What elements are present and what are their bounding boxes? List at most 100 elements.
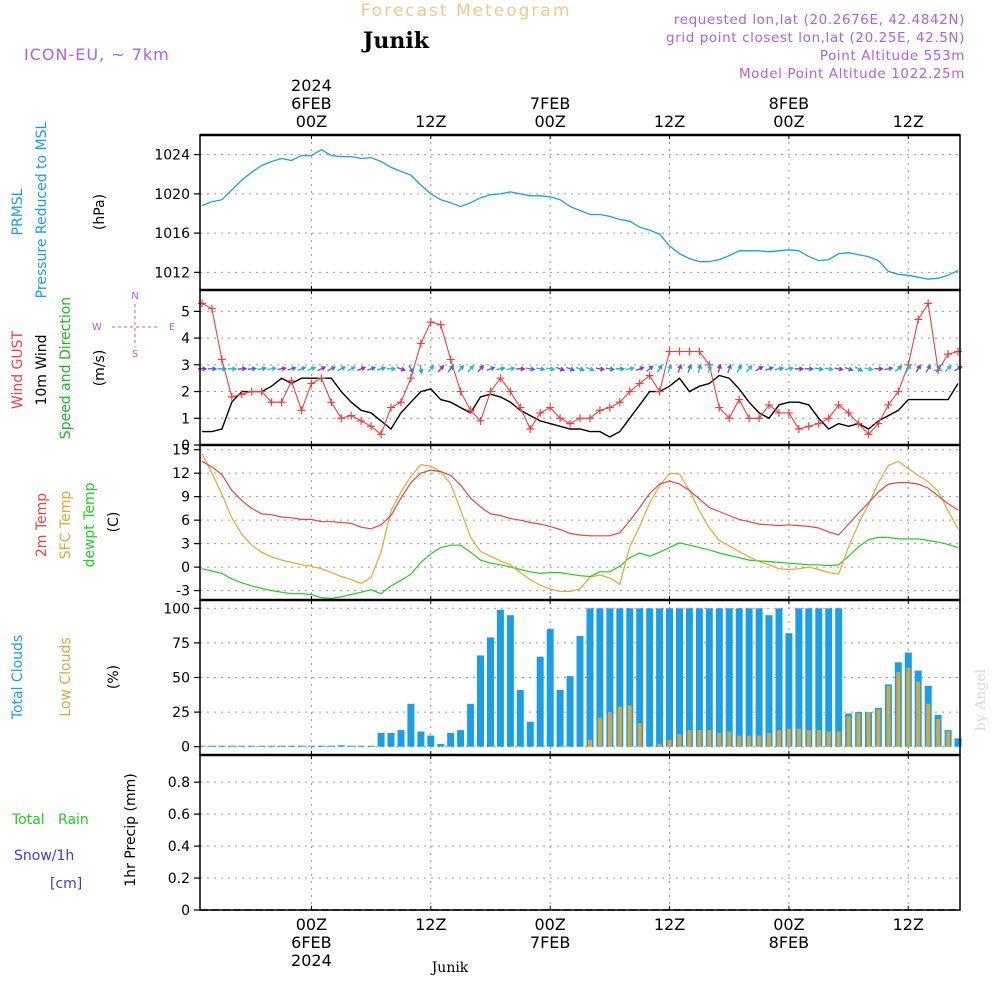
y-tick-label: 0.2: [168, 871, 190, 887]
x-tick-label-bottom: 00Z: [534, 915, 565, 934]
total-cloud-bar: [437, 743, 445, 747]
total-cloud-bar: [487, 637, 494, 747]
gust-marker: [217, 355, 226, 364]
gust-marker: [735, 395, 744, 404]
gust-marker: [367, 422, 376, 431]
y-tick-label: 12: [172, 466, 190, 482]
wind-direction-arrow: [367, 366, 377, 371]
y-tick-label: 0.8: [168, 775, 190, 791]
compass-s: S: [132, 349, 138, 360]
wind-direction-arrow: [237, 366, 248, 372]
low-cloud-bar: [786, 728, 791, 747]
total-cloud-bar: [377, 732, 385, 747]
gust-marker: [625, 387, 634, 396]
total-cloud-bar: [496, 609, 504, 747]
y-tick-label: 0: [181, 560, 190, 576]
low-cloud-bar: [796, 728, 801, 747]
low-cloud-bar: [687, 730, 692, 747]
model-label: ICON-EU, ~ 7km: [24, 45, 170, 64]
gust-marker: [207, 304, 216, 313]
gust-marker: [386, 403, 395, 412]
gust-marker: [924, 299, 933, 308]
y-tick-label: 1: [181, 411, 190, 427]
dewpt-label: dewpt Temp: [82, 482, 98, 567]
total-cloud-bar: [825, 608, 833, 747]
total-cloud-bar: [666, 608, 673, 747]
total-cloud-bar: [477, 655, 484, 747]
total-cloud-bar: [218, 745, 226, 747]
low-cloud-bar: [806, 730, 811, 747]
wind-direction-arrow: [834, 366, 844, 372]
gust-marker: [277, 398, 286, 407]
x-tick-label-bottom: 00Z: [296, 915, 327, 934]
gust-marker: [337, 414, 346, 423]
wind-unit: (m/s): [92, 350, 108, 387]
wind-direction-arrow: [727, 363, 732, 373]
gust-marker: [406, 374, 415, 383]
total-cloud-bar: [457, 730, 465, 747]
clouds-unit: (%): [106, 665, 122, 689]
gust-marker: [844, 408, 853, 417]
x-tick-label-top: 00Z: [534, 112, 565, 131]
wind-direction-arrow: [526, 366, 536, 372]
total-cloud-bar: [317, 745, 325, 747]
total-cloud-bar: [407, 703, 415, 747]
requested-coords: requested lon,lat (20.2676E, 42.4842N): [674, 12, 965, 28]
dewpt-line: [201, 536, 959, 600]
gust-marker: [934, 366, 943, 375]
gust-marker: [954, 347, 963, 356]
total-cloud-bar: [785, 633, 793, 747]
wind-direction-arrow: [894, 365, 903, 372]
wind-direction-arrow: [784, 366, 795, 372]
x-tick-label-top: 8FEB: [769, 94, 809, 113]
total-cloud-bar: [278, 745, 286, 747]
wind-direction-arrow: [197, 366, 208, 372]
precip-axis-label: 1hr Precip (mm): [123, 773, 139, 886]
gust-marker: [834, 400, 843, 409]
gust-marker: [745, 414, 754, 423]
total-cloud-bar: [268, 745, 276, 747]
wind-direction-arrow: [496, 366, 506, 372]
wind-direction-arrow: [257, 366, 267, 372]
wind-direction-arrow: [546, 366, 556, 372]
watermark: by Angel: [973, 668, 989, 731]
wind-direction-arrow: [646, 365, 654, 372]
gust-label: Wind GUST: [10, 330, 26, 409]
low-cloud-bar: [588, 739, 592, 747]
gust-marker: [247, 387, 256, 396]
total-cloud-bar: [765, 615, 773, 747]
y-tick-label: 50: [172, 671, 190, 687]
low-cloud-bar: [846, 716, 851, 747]
gust-marker: [645, 371, 654, 380]
low-cloud-bar: [697, 730, 702, 747]
low-cloud-bar: [727, 731, 732, 747]
low-cloud-bar: [747, 735, 752, 747]
total-cloud-bar: [238, 745, 246, 747]
wind-direction-arrow: [774, 366, 785, 372]
wind-direction-arrow: [377, 366, 387, 372]
wind-direction-arrow: [864, 366, 874, 372]
total-cloud-bar: [705, 608, 713, 747]
low-cloud-bar: [866, 712, 871, 747]
x-tick-label-top: 6FEB: [291, 94, 331, 113]
gust-marker: [267, 398, 276, 407]
gust-marker: [526, 424, 535, 433]
total-cloud-bar: [566, 676, 574, 747]
wind-direction-arrow: [677, 363, 683, 373]
wind-direction-arrow: [844, 366, 854, 372]
low-cloud-bar: [946, 731, 951, 747]
y-tick-label: 1012: [154, 265, 190, 281]
wind-direction-arrow: [267, 366, 277, 372]
wind-direction-arrow: [427, 364, 435, 373]
wind-direction-arrow: [585, 366, 595, 372]
x-tick-label-top: 12Z: [654, 112, 685, 131]
y-tick-label: 9: [181, 490, 190, 506]
gust-marker: [566, 419, 575, 428]
wind-direction-arrow: [307, 366, 317, 371]
wind-direction-arrow: [935, 364, 941, 373]
x-tick-label-bottom: 8FEB: [769, 933, 809, 952]
wind-direction-arrow: [854, 366, 864, 372]
gust-marker: [914, 315, 923, 324]
wind-direction-arrow: [765, 366, 775, 371]
wind-direction-arrow: [506, 366, 516, 372]
